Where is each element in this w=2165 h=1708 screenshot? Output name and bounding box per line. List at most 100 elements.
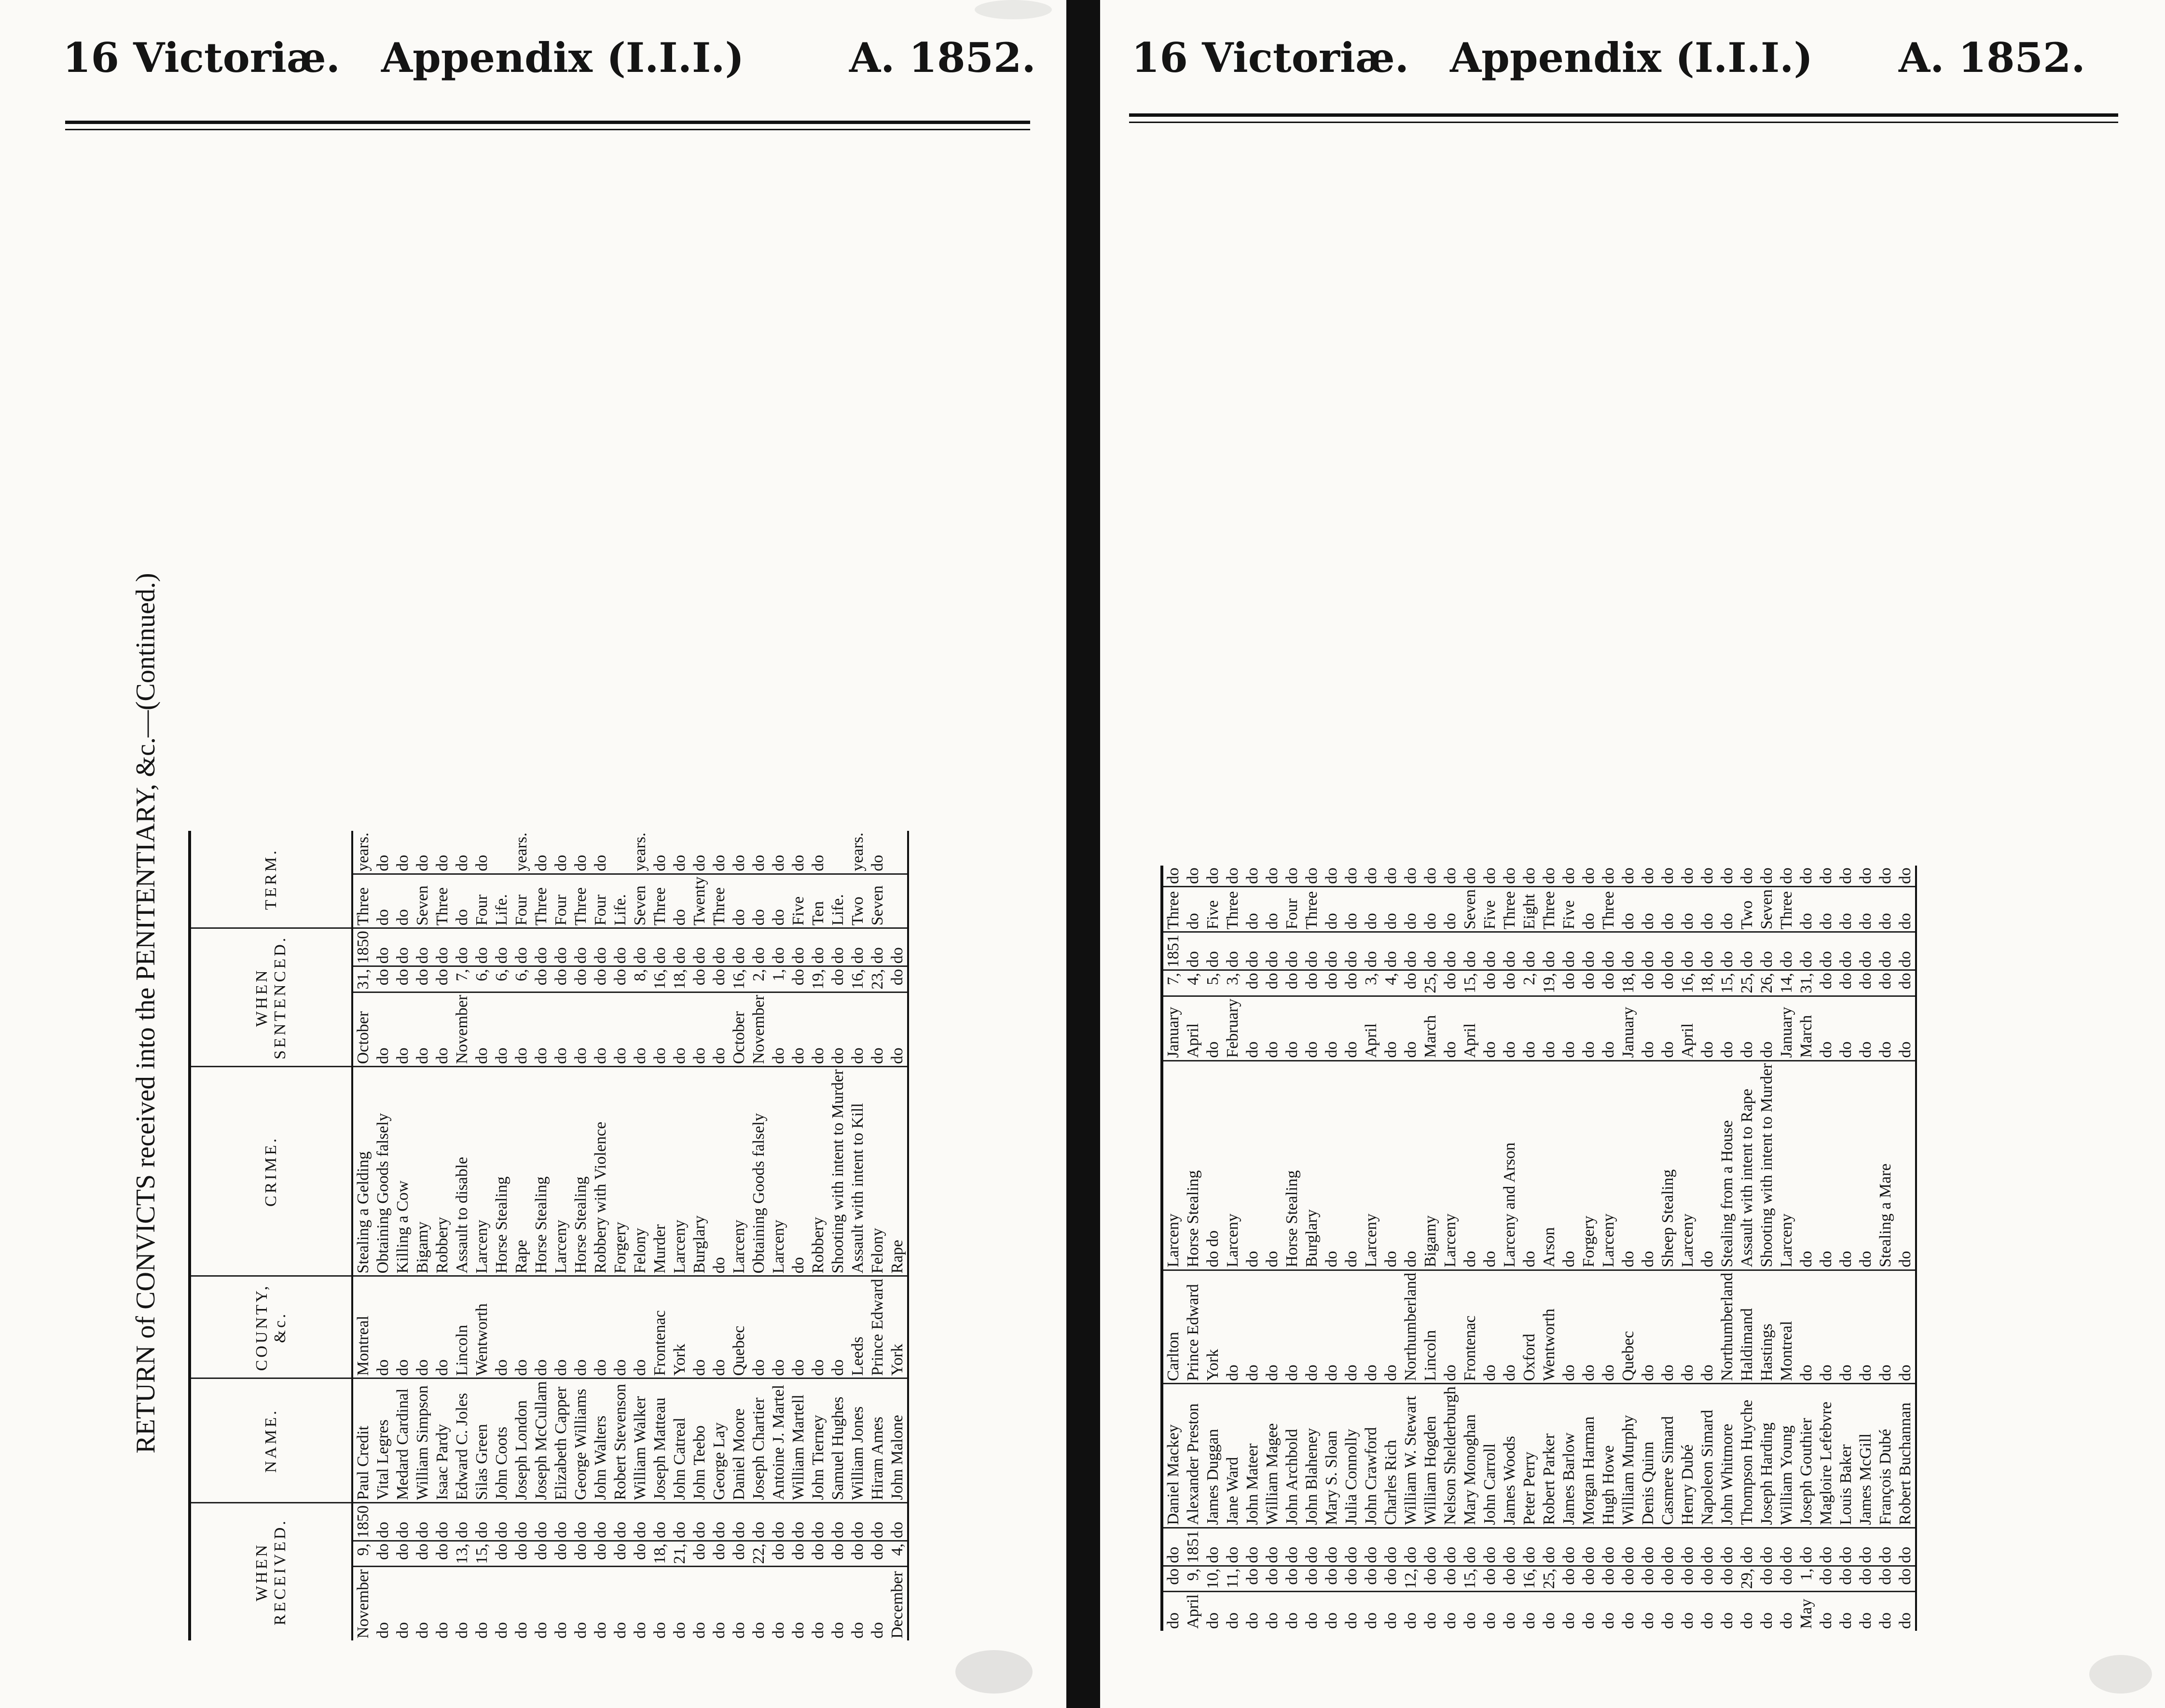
sentenced-year: do: [848, 928, 868, 966]
received-year: do: [610, 1502, 630, 1541]
received-month: April: [1184, 1594, 1202, 1629]
convict-name: John Whitmore: [1717, 1383, 1737, 1528]
sentenced-month: do: [1480, 996, 1500, 1061]
table-row: do do do François Dubé do Stealing a Mare do do…: [1875, 866, 1895, 1631]
county-cell: do: [1282, 1270, 1302, 1384]
term-value: do: [1836, 886, 1856, 932]
sentenced-month: do: [492, 992, 511, 1067]
received-day: do: [610, 1541, 630, 1567]
received-month: do: [1303, 1612, 1321, 1629]
received-day: do: [1875, 1566, 1895, 1592]
term-unit: do: [452, 830, 472, 874]
sentenced-month: do: [650, 992, 670, 1067]
term-value: Seven: [413, 874, 432, 928]
county-cell: Leeds: [848, 1276, 868, 1378]
crime-cell: do: [1796, 1061, 1816, 1270]
convict-name: John Walters: [591, 1378, 610, 1503]
crime-cell: do: [1242, 1061, 1262, 1270]
sentenced-year: do: [1401, 932, 1420, 970]
convict-name: Henry Dubé: [1678, 1383, 1697, 1528]
term-value: Three: [650, 874, 670, 928]
session-header: 16 Victoriæ.: [63, 34, 341, 82]
county-cell: do: [1895, 1270, 1915, 1384]
term-value: Life.: [828, 874, 848, 928]
received-year: do: [749, 1502, 769, 1541]
table-row: do do do John Teebo do Burglary do do do Twenty do: [689, 830, 709, 1640]
crime-cell: Forgery: [1579, 1061, 1599, 1270]
received-year: do: [1697, 1528, 1717, 1566]
crime-cell: Rape: [511, 1066, 531, 1276]
table-row: do 22, do Joseph Chartier do Obtaining Goods …: [749, 830, 769, 1640]
county-cell: do: [808, 1276, 828, 1378]
sentenced-month: do: [511, 992, 531, 1067]
term-unit: [492, 830, 511, 874]
received-month: do: [1402, 1612, 1420, 1629]
convict-name: James McGill: [1856, 1383, 1875, 1528]
county-cell: Wentworth: [1539, 1270, 1559, 1384]
term-value: do: [749, 874, 769, 928]
received-day: do: [1579, 1566, 1599, 1592]
county-cell: Northumberland: [1401, 1270, 1420, 1384]
term-unit: do: [1816, 866, 1836, 887]
sentenced-month: do: [1262, 996, 1282, 1061]
convict-name: John Catreal: [670, 1378, 689, 1503]
received-year: do: [1856, 1528, 1875, 1566]
scan-speckle: [975, 0, 1052, 19]
table-frame: WHEN RECEIVED. NAME. COUNTY, &c. CRIME. …: [188, 830, 909, 1640]
received-month: do: [1441, 1612, 1459, 1629]
received-day: do: [1420, 1566, 1440, 1592]
table-row: do 12, do William W. Stewart Northumberland d…: [1401, 866, 1420, 1631]
term-value: do: [1856, 886, 1875, 932]
received-year: do: [1203, 1528, 1223, 1566]
sentenced-day: 19,: [1539, 970, 1559, 996]
crime-cell: Bigamy: [1420, 1061, 1440, 1270]
crime-cell: Obtaining Goods falsely: [373, 1066, 393, 1276]
crime-cell: Burglary: [689, 1066, 709, 1276]
term-value: Five: [788, 874, 808, 928]
received-day: do: [1302, 1566, 1322, 1592]
convict-name: John Tierney: [808, 1378, 828, 1503]
received-month: do: [1501, 1612, 1518, 1629]
term-unit: do: [591, 830, 610, 874]
convict-name: Joseph London: [511, 1378, 531, 1503]
received-month: do: [473, 1622, 491, 1639]
received-day: do: [1480, 1566, 1500, 1592]
convict-name: Joseph Gouthier: [1796, 1383, 1816, 1528]
received-day: 4,: [887, 1541, 907, 1567]
received-year: do: [1796, 1528, 1816, 1566]
sentenced-year: do: [452, 928, 472, 966]
sentenced-year: do: [1599, 932, 1618, 970]
received-day: 9,: [352, 1541, 373, 1567]
scan-speckle: [2089, 1655, 2152, 1694]
convict-name: Morgan Harman: [1579, 1383, 1599, 1528]
county-cell: do: [591, 1276, 610, 1378]
received-month: do: [374, 1622, 392, 1639]
sentenced-month: do: [1559, 996, 1579, 1061]
term-value: Four: [591, 874, 610, 928]
received-day: do: [709, 1541, 729, 1567]
sentenced-month: do: [1242, 996, 1262, 1061]
term-value: Four: [1282, 886, 1302, 932]
received-day: do: [1856, 1566, 1875, 1592]
table-row: do do do Joseph McCullam do Horse Stealing do d…: [531, 830, 551, 1640]
term-unit: do: [868, 830, 887, 874]
sentenced-month: do: [1737, 996, 1757, 1061]
col-name: NAME.: [191, 1378, 352, 1503]
sentenced-day: 2,: [749, 966, 769, 992]
county-cell: do: [393, 1276, 413, 1378]
sentenced-day: do: [828, 966, 848, 992]
sentenced-year: do: [630, 928, 650, 966]
sentenced-month: do: [1322, 996, 1341, 1061]
convict-name: Daniel Mackey: [1163, 1383, 1183, 1528]
sentenced-month: do: [1717, 996, 1737, 1061]
term-value: do: [1262, 886, 1282, 932]
crime-cell: Assault to disable: [452, 1066, 472, 1276]
sentenced-year: do: [1460, 932, 1480, 970]
received-month: do: [690, 1622, 708, 1639]
convict-name: Charles Rich: [1381, 1383, 1401, 1528]
county-cell: Montreal: [352, 1276, 373, 1378]
table-row: do 16, do Peter Perry Oxford do do 2, do Eight do: [1519, 866, 1539, 1631]
header-rule: [1129, 113, 2118, 123]
received-month: do: [1164, 1612, 1182, 1629]
county-cell: do: [531, 1276, 551, 1378]
